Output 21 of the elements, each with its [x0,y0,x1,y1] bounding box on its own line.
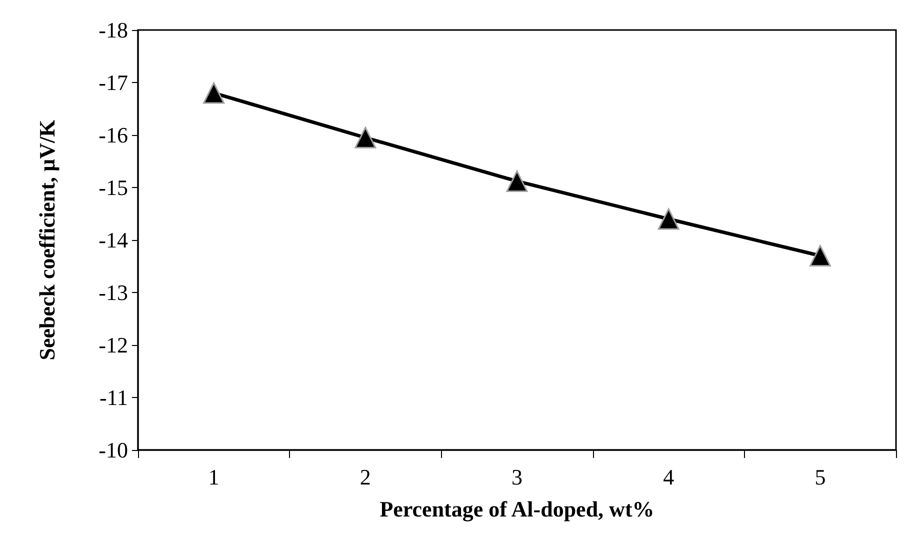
y-tick-label: -10 [98,438,128,462]
x-tick-label: 4 [663,464,674,490]
point [658,208,680,230]
x-tick-label: 2 [360,464,371,490]
y-tick-label: -13 [98,280,128,305]
x-tick-label: 5 [814,464,826,490]
y-tick-label: -15 [98,175,128,200]
y-tick-label: -12 [98,332,128,358]
y-tick-label: -17 [98,70,128,95]
point [203,82,225,104]
y-tick-label: -18 [98,18,128,42]
x-tick-label: 3 [512,464,522,490]
x-tick-label: 1 [208,464,220,490]
point [354,126,376,148]
y-tick-label: -16 [98,122,128,148]
x-axis-title: Percentage of Al-doped, wt% [380,496,654,522]
y-tick-label: -14 [98,228,128,252]
y-tick-label: -11 [99,385,128,410]
point [506,170,528,192]
y-axis-title: Seebeck coefficient, µV/K [34,120,60,360]
point [809,245,831,266]
